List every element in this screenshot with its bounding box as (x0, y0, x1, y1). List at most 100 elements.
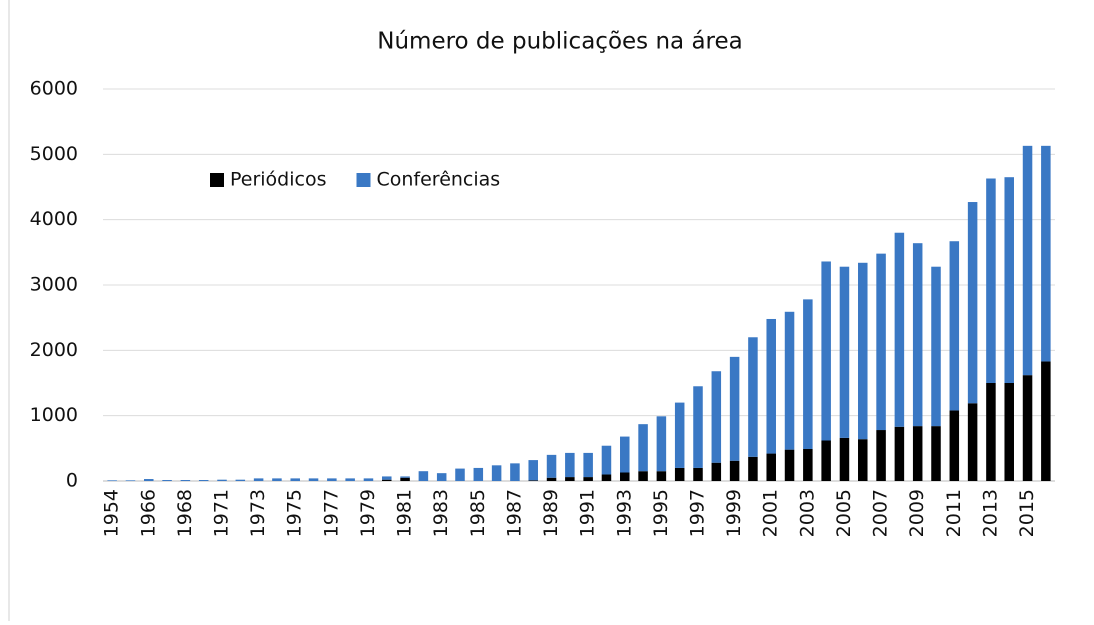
y-tick-label: 1000 (30, 404, 78, 426)
bar-segment (253, 478, 264, 481)
bar-segment (784, 449, 795, 481)
x-tick-label: 1991 (577, 489, 599, 537)
bar-segment (1041, 361, 1051, 481)
legend-label: Periódicos (230, 169, 327, 191)
x-tick-label: 1968 (174, 489, 196, 537)
x-tick-label: 1985 (467, 489, 489, 537)
bar-segment (436, 473, 447, 481)
bar-segment (400, 477, 410, 481)
bar-segment (693, 386, 703, 468)
bar-segment (345, 478, 355, 481)
bar-segment (1004, 177, 1014, 383)
x-tick-label: 2005 (833, 489, 855, 537)
bar-segment (656, 416, 667, 472)
bar-segment (620, 472, 630, 481)
bar-segment (162, 480, 172, 481)
bar-segment (1022, 375, 1033, 481)
x-tick-label: 1975 (284, 489, 306, 537)
bar-segment (235, 479, 246, 481)
bar-segment (656, 471, 667, 481)
bar-segment (674, 402, 685, 468)
bar-segment (766, 453, 776, 481)
legend-swatch (210, 173, 224, 187)
x-tick-label: 1954 (101, 489, 123, 537)
bar-segment (711, 371, 722, 463)
bar-segment (821, 440, 831, 481)
bar-segment (510, 463, 520, 481)
bar-segment (803, 448, 813, 481)
bar-segment (858, 262, 868, 440)
bar-segment (858, 439, 868, 481)
bar-segment (674, 467, 685, 481)
x-tick-label: 1993 (613, 489, 635, 537)
chart-title: Número de publicações na área (377, 29, 742, 55)
bar-segment (693, 467, 703, 481)
x-tick-label: 1999 (723, 489, 745, 537)
bar-segment (1041, 145, 1051, 362)
bar-segment (565, 477, 575, 481)
bar-segment (729, 460, 740, 481)
bar-segment (418, 471, 429, 481)
bar-segment (620, 436, 630, 473)
x-tick-label: 1977 (320, 489, 342, 537)
bar-segment (546, 477, 557, 481)
bar-segment (491, 465, 502, 481)
x-tick-label: 1973 (247, 489, 269, 537)
bar-segment (583, 452, 593, 478)
bar-segment (528, 480, 538, 481)
y-tick-label: 4000 (30, 208, 78, 230)
bar-segment (382, 479, 392, 481)
bar-segment (949, 410, 960, 481)
x-tick-label: 2011 (943, 489, 965, 537)
x-tick-label: 2013 (979, 489, 1001, 537)
bar-segment (1004, 383, 1014, 481)
bar-segment (766, 318, 776, 454)
bar-segment (839, 266, 850, 438)
x-tick-label: 1971 (211, 489, 233, 537)
bar-segment (144, 479, 154, 481)
bar-segment (931, 426, 941, 481)
legend-swatch (356, 173, 371, 187)
bar-segment (729, 356, 740, 461)
bar-segment (583, 477, 593, 481)
bar-segment (931, 266, 941, 427)
bar-segment (327, 478, 337, 481)
x-tick-label: 1981 (394, 489, 416, 537)
bar-segment (546, 454, 557, 478)
bar-segment (912, 426, 923, 481)
x-tick-label: 2003 (796, 489, 818, 537)
bar-segment (601, 445, 612, 475)
bar-segment (107, 480, 117, 481)
bar-segment (125, 480, 136, 481)
y-tick-label: 2000 (30, 339, 78, 361)
x-tick-label: 1989 (540, 489, 562, 537)
y-tick-label: 0 (66, 470, 78, 492)
x-tick-label: 2001 (760, 489, 782, 537)
bar-segment (198, 480, 209, 481)
bar-segment (455, 468, 465, 481)
bar-segment (894, 426, 905, 481)
x-tick-label: 2009 (906, 489, 928, 537)
x-tick-label: 1983 (430, 489, 452, 537)
bar-segment (894, 232, 905, 427)
bar-segment (967, 202, 978, 404)
legend-label: Conferências (377, 169, 501, 191)
x-tick-label: 1979 (357, 489, 379, 537)
bar-segment (784, 311, 795, 450)
bar-segment (1022, 145, 1033, 376)
bar-segment (986, 178, 996, 383)
bar-segment (528, 460, 538, 481)
bar-segment (272, 478, 282, 481)
y-tick-label: 5000 (30, 143, 78, 165)
bar-segment (821, 261, 831, 441)
bar-segment (308, 478, 319, 481)
x-tick-label: 2007 (870, 489, 892, 537)
bar-segment (180, 480, 191, 481)
bar-segment (363, 478, 374, 481)
bar-segment (803, 299, 813, 449)
x-tick-label: 1987 (503, 489, 525, 537)
bar-segment (748, 337, 758, 457)
x-tick-label: 1997 (687, 489, 709, 537)
